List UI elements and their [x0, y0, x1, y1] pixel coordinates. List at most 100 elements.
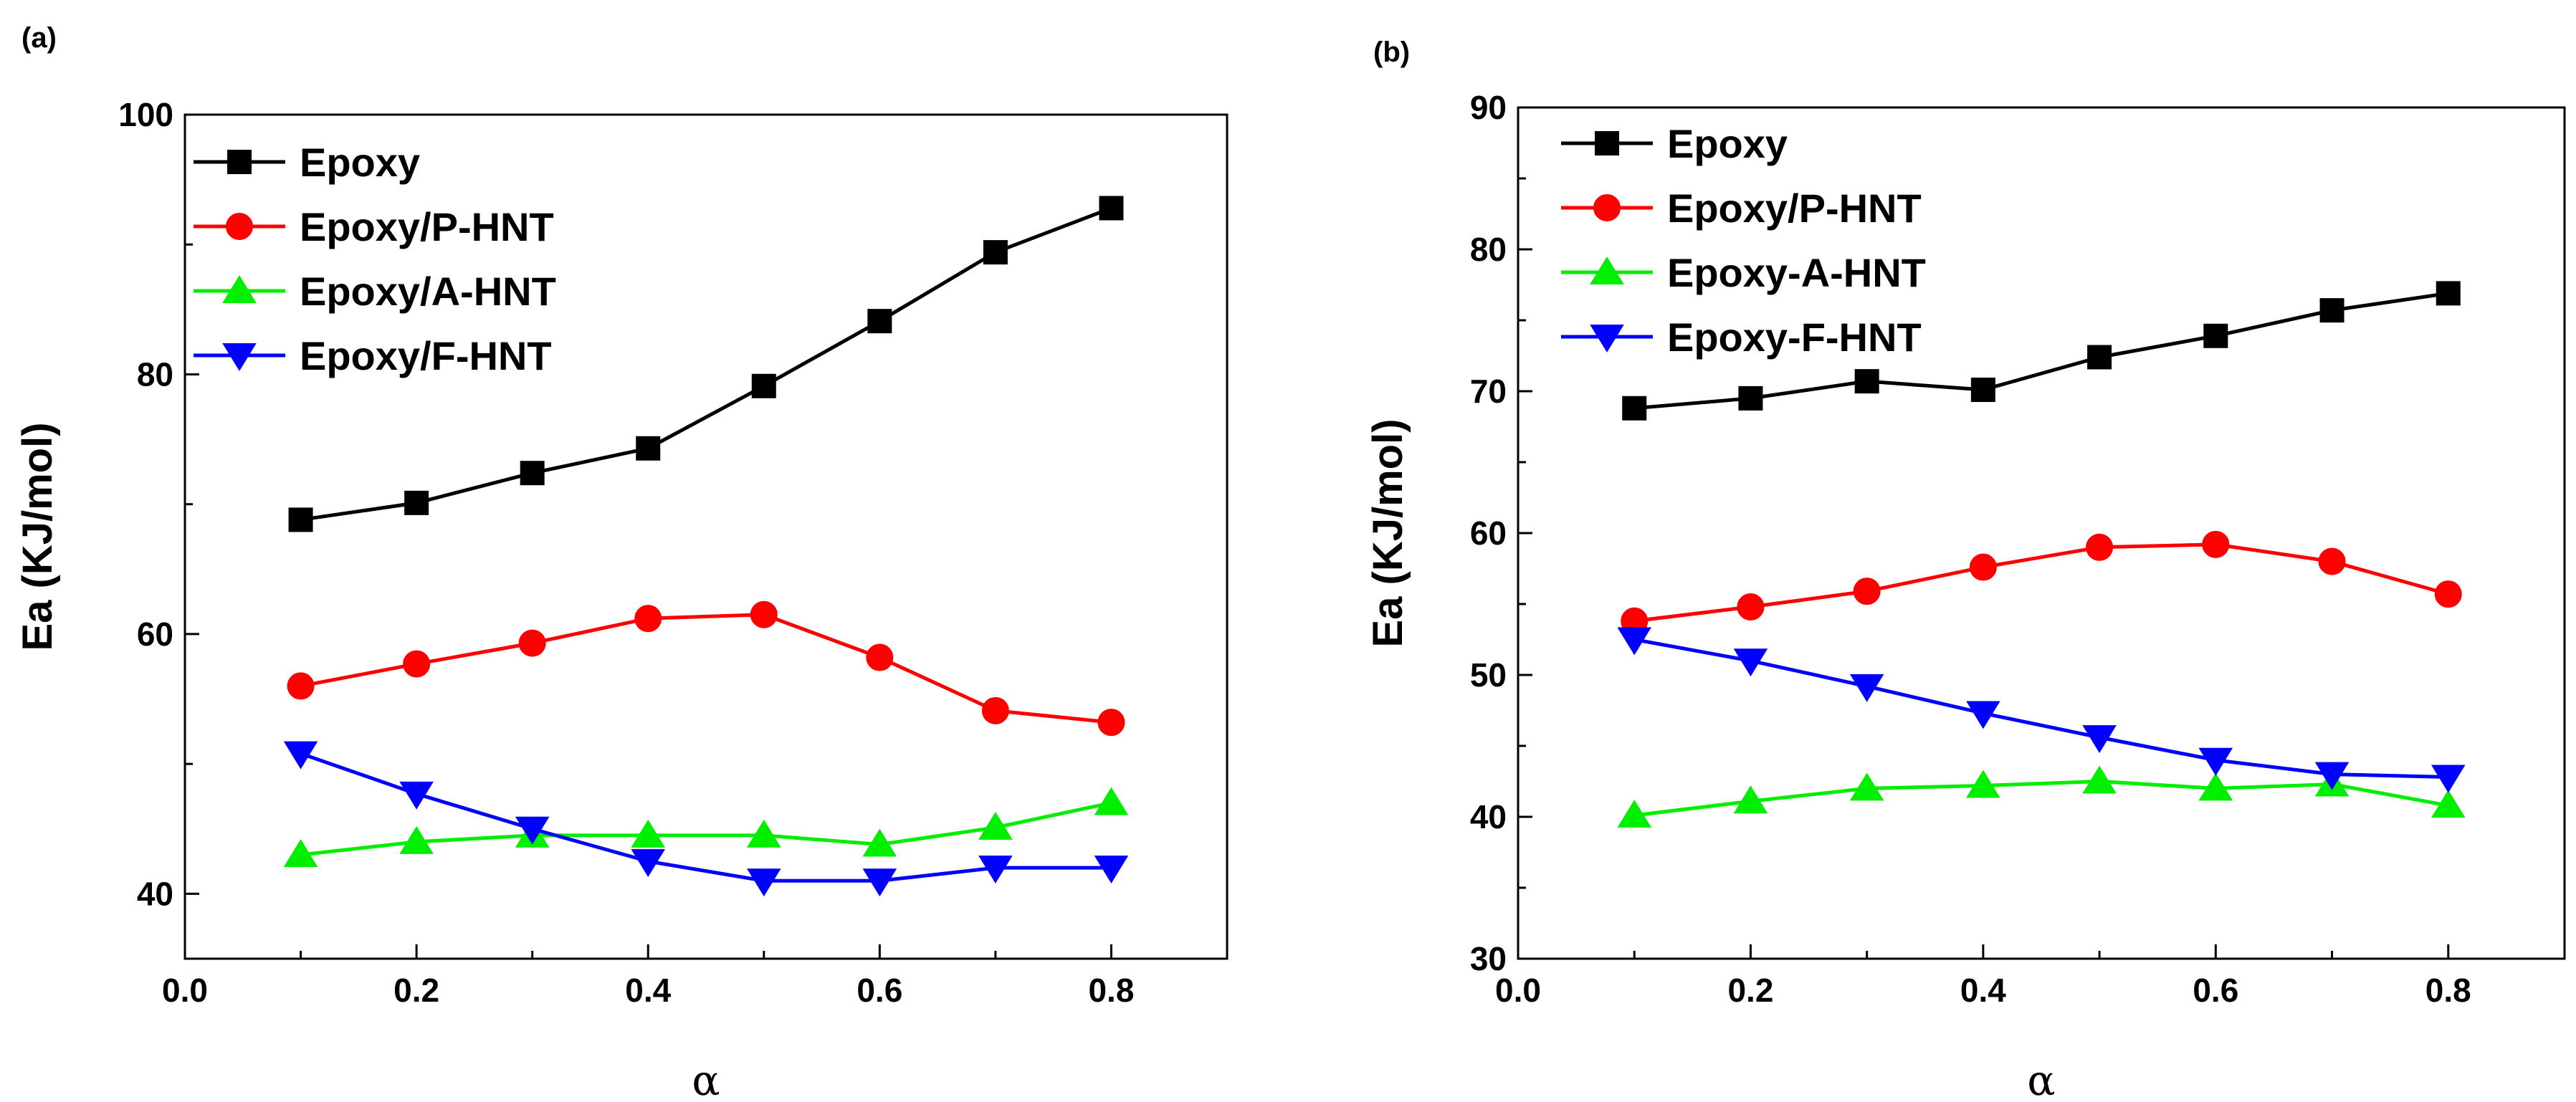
y-tick-label: 50 [1470, 656, 1507, 694]
plot-frame [1517, 106, 2566, 960]
y-tick-label: 60 [137, 615, 173, 653]
data-point-s1-6 [2318, 547, 2346, 575]
data-point-s3-2 [515, 816, 550, 845]
y-tick-label: 100 [118, 96, 173, 133]
x-axis-title: α [692, 1056, 720, 1102]
data-point-s2-0 [283, 839, 318, 868]
data-point-s2-0 [1617, 800, 1652, 828]
data-point-s1-7 [1097, 709, 1125, 737]
data-point-s1-6 [981, 696, 1009, 724]
legend-marker [1590, 257, 1624, 284]
legend-label: Epoxy [1667, 121, 1788, 166]
data-point-s1-0 [287, 672, 315, 700]
data-point-s0-0 [288, 507, 313, 532]
y-tick-label: 80 [137, 355, 173, 393]
data-point-s0-2 [1854, 369, 1879, 394]
data-point-s1-2 [1853, 578, 1881, 605]
data-point-s0-5 [867, 309, 892, 334]
data-point-s0-7 [2436, 281, 2461, 306]
data-point-s2-2 [1849, 772, 1884, 801]
plot-frame [183, 113, 1229, 960]
data-point-s0-7 [1099, 196, 1124, 221]
y-tick-label: 90 [1470, 89, 1507, 126]
series-line-2 [1633, 779, 2449, 818]
legend-marker [1595, 131, 1619, 155]
x-tick-label: 0.4 [1960, 972, 2006, 1009]
legend-marker [222, 343, 257, 371]
data-point-s0-5 [2203, 323, 2228, 348]
data-point-s1-2 [518, 629, 546, 657]
data-point-s0-6 [983, 240, 1008, 265]
data-point-s2-6 [978, 812, 1013, 840]
y-tick-label: 40 [1470, 798, 1507, 835]
data-point-s2-7 [1094, 787, 1129, 815]
x-tick-label: 0.0 [1495, 972, 1541, 1009]
x-tick-label: 0.4 [625, 972, 671, 1009]
panel-label: (b) [1373, 37, 1410, 68]
data-point-s3-1 [1733, 648, 1768, 677]
data-point-s0-3 [636, 436, 661, 461]
data-point-s0-6 [2319, 298, 2344, 323]
series-line-0 [1634, 291, 2449, 411]
data-point-s3-0 [283, 741, 318, 770]
data-point-s3-3 [1966, 701, 2000, 729]
y-tick-label: 30 [1470, 940, 1507, 977]
legend-label: Epoxy/A-HNT [300, 269, 556, 314]
series-line-3 [1633, 638, 2448, 780]
data-point-s2-3 [631, 819, 666, 848]
legend-label: Epoxy/P-HNT [1667, 186, 1922, 231]
data-point-s2-7 [2430, 790, 2466, 818]
data-point-s3-3 [631, 849, 666, 877]
data-point-s2-4 [746, 819, 781, 848]
x-axis-title: α [2027, 1056, 2055, 1102]
data-point-s1-4 [2086, 533, 2114, 561]
data-point-s0-0 [1622, 396, 1647, 421]
legend-marker [222, 275, 257, 303]
data-point-s1-3 [1969, 553, 1997, 581]
data-point-s0-3 [1970, 378, 1995, 403]
series-line-1 [1633, 542, 2449, 623]
data-point-s3-0 [1617, 627, 1652, 656]
series-line-3 [300, 752, 1112, 883]
data-point-s1-5 [866, 643, 894, 671]
data-point-s2-1 [1733, 785, 1768, 814]
legend-marker [1590, 325, 1624, 353]
series-line-1 [300, 613, 1112, 724]
data-point-s0-1 [1738, 385, 1763, 411]
data-point-s3-4 [746, 868, 781, 897]
data-point-s3-7 [2430, 765, 2466, 793]
data-point-s1-1 [403, 650, 431, 678]
data-point-s1-1 [1737, 593, 1765, 621]
x-tick-label: 0.0 [162, 972, 208, 1009]
legend-marker [226, 213, 253, 240]
data-point-s0-4 [2087, 345, 2112, 370]
data-point-s2-4 [2082, 765, 2117, 794]
panel-label: (a) [22, 22, 57, 54]
data-point-s3-2 [1849, 674, 1884, 702]
legend-marker [1593, 194, 1621, 221]
legend-label: Epoxy/F-HNT [300, 333, 552, 378]
data-point-s3-6 [978, 856, 1013, 884]
data-point-s1-7 [2434, 580, 2462, 608]
legend-label: Epoxy [300, 140, 420, 185]
y-tick-label: 80 [1470, 231, 1507, 268]
data-point-s1-4 [750, 600, 778, 628]
x-tick-label: 0.6 [2193, 972, 2238, 1009]
data-point-s2-5 [862, 828, 897, 857]
data-point-s0-2 [520, 461, 545, 486]
x-tick-label: 0.6 [857, 972, 902, 1009]
data-point-s0-1 [404, 490, 429, 515]
data-point-s2-3 [1966, 770, 2000, 798]
x-tick-label: 0.8 [1088, 972, 1134, 1009]
data-point-s2-5 [2198, 772, 2233, 801]
legend-label: Epoxy-F-HNT [1667, 315, 1922, 360]
legend-label: Epoxy/P-HNT [300, 204, 554, 249]
y-tick-label: 40 [137, 875, 173, 912]
legend-marker [227, 150, 252, 174]
x-tick-label: 0.2 [1727, 972, 1773, 1009]
panel-b: (b) 30 40 50 60 70 80 90 0.0 0.2 0.4 0.6 0.8 Ea (KJ/m… [1365, 37, 2566, 1102]
y-tick-label: 60 [1470, 514, 1507, 552]
data-point-s3-5 [862, 868, 897, 897]
series-line-2 [300, 801, 1112, 857]
